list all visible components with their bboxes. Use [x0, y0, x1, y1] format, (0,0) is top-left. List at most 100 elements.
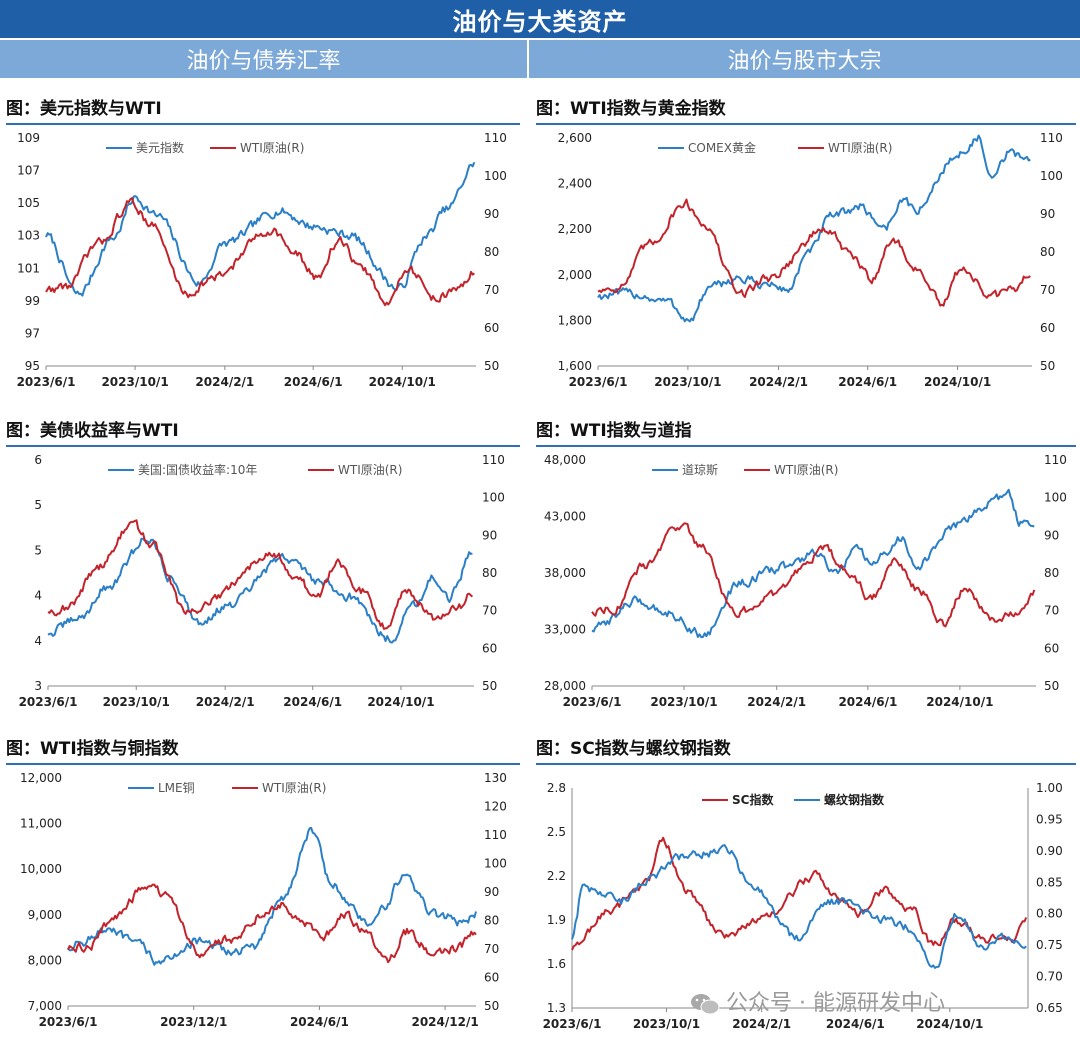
y2-tick-label: 50: [1044, 679, 1059, 693]
chart-usd: 95 97 99 101 103 105 107 109 50 60 70 80 90 100 110 202…: [17, 131, 507, 389]
chart-dow: 28,000 33,000 38,000 43,000 48,000 50 60 70 80 90…: [544, 453, 1067, 709]
y2-tick-label: 100: [484, 857, 507, 871]
chart-gold: 1,600 1,800 2,000 2,200 2,400 2,600 50 60 70 80 90…: [558, 131, 1063, 389]
chart-panel-copper: 图：WTI指数与铜指数 7,000 8,000 9,000 10,000 11,000 1…: [6, 736, 520, 1042]
series-line: [67, 826, 477, 966]
divider: [536, 445, 1076, 447]
y2-tick-label: 0.95: [1036, 812, 1063, 826]
x-tick-label: 2024/6/1: [838, 375, 897, 389]
y2-tick-label: 100: [482, 491, 505, 505]
x-tick-label: 2023/10/1: [654, 375, 721, 389]
divider: [6, 445, 520, 447]
divider: [6, 123, 520, 125]
y2-tick-label: 60: [484, 971, 499, 985]
y2-tick-label: 110: [1040, 131, 1063, 145]
legend-label: 美元指数: [136, 140, 184, 155]
series-line: [597, 198, 1031, 307]
y2-tick-label: 50: [484, 359, 499, 373]
watermark-text: 公众号 · 能源研发中心: [726, 991, 945, 1016]
y2-tick-label: 0.90: [1036, 844, 1063, 858]
y2-tick-label: 80: [482, 566, 497, 580]
y-tick-label: 103: [17, 229, 40, 243]
divider: [536, 763, 1076, 765]
y2-tick-label: 0.65: [1036, 1001, 1063, 1015]
chart-title: 图：SC指数与螺纹钢指数: [536, 739, 731, 759]
series-line: [591, 488, 1035, 639]
x-tick-label: 2023/6/1: [543, 1017, 602, 1031]
chart-title: 图：WTI指数与铜指数: [6, 739, 179, 759]
legend-label: WTI原油(R): [240, 141, 304, 155]
y2-tick-label: 60: [482, 641, 497, 655]
chart-copper: 7,000 8,000 9,000 10,000 11,000 12,000 50 60 70 8…: [20, 771, 507, 1029]
x-tick-label: 2023/10/1: [103, 695, 170, 709]
y-tick-label: 1.6: [547, 957, 566, 971]
series-line: [571, 836, 1028, 951]
y-tick-label: 1.3: [547, 1001, 566, 1015]
y-tick-label: 28,000: [544, 679, 586, 693]
y2-tick-label: 90: [482, 528, 497, 542]
legend-label: SC指数: [732, 792, 774, 807]
y2-tick-label: 100: [484, 169, 507, 183]
watermark: 公众号 · 能源研发中心: [690, 985, 945, 1017]
y-tick-label: 33,000: [544, 623, 586, 637]
x-tick-label: 2024/2/1: [749, 375, 808, 389]
x-tick-label: 2023/6/1: [569, 375, 628, 389]
x-tick-label: 2024/6/1: [284, 375, 343, 389]
y-tick-label: 48,000: [544, 453, 586, 467]
series-line: [47, 519, 474, 630]
y-tick-label: 9,000: [28, 908, 62, 922]
y2-tick-label: 50: [482, 679, 497, 693]
x-tick-label: 2024/6/1: [283, 695, 342, 709]
x-tick-label: 2023/12/1: [160, 1015, 227, 1029]
y-tick-label: 97: [25, 326, 40, 340]
series-line: [47, 537, 473, 644]
y-tick-label: 11,000: [20, 817, 62, 831]
y2-tick-label: 80: [484, 245, 499, 259]
legend-label: 道琼斯: [682, 462, 718, 477]
y-tick-label: 38,000: [544, 566, 586, 580]
x-tick-label: 2023/10/1: [101, 375, 168, 389]
legend-label: 美国:国债收益率:10年: [138, 462, 257, 477]
legend-label: LME铜: [158, 780, 195, 795]
y-tick-label: 4: [34, 589, 42, 603]
x-tick-label: 2023/10/1: [650, 695, 717, 709]
x-tick-label: 2023/6/1: [39, 1015, 98, 1029]
x-tick-label: 2024/2/1: [196, 695, 255, 709]
y2-tick-label: 90: [484, 885, 499, 899]
x-tick-label: 2024/6/1: [290, 1015, 349, 1029]
chart-title: 图：WTI指数与黄金指数: [536, 99, 726, 119]
x-tick-label: 2024/2/1: [732, 1017, 791, 1031]
x-tick-label: 2023/6/1: [19, 695, 78, 709]
y2-tick-label: 60: [484, 321, 499, 335]
y2-tick-label: 70: [1040, 283, 1055, 297]
y2-tick-label: 70: [484, 942, 499, 956]
series-line: [45, 197, 475, 307]
y2-tick-label: 70: [482, 604, 497, 618]
y2-tick-label: 90: [484, 207, 499, 221]
y-tick-label: 43,000: [544, 510, 586, 524]
x-tick-label: 2023/6/1: [17, 375, 76, 389]
y2-tick-label: 50: [484, 999, 499, 1013]
x-tick-label: 2023/6/1: [563, 695, 622, 709]
chart-rebar: 1.3 1.6 1.9 2.2 2.5 2.8 0.65 0.70 0.75 0.80 0.85 0.…: [543, 781, 1063, 1031]
series-line: [67, 883, 477, 964]
section-header-bonds-fx: 油价与债券汇率: [0, 40, 527, 78]
y2-tick-label: 80: [1044, 566, 1059, 580]
y-tick-label: 6: [34, 453, 42, 467]
y2-tick-label: 100: [1040, 169, 1063, 183]
x-tick-label: 2023/10/1: [633, 1017, 700, 1031]
legend-label: WTI原油(R): [774, 463, 838, 477]
chart-panel-usd: 图：美元指数与WTI 95 97 99 101 103 105 107 109 50 60 70 80…: [6, 96, 520, 396]
y-tick-label: 95: [25, 359, 40, 373]
y-tick-label: 109: [17, 131, 40, 145]
y-tick-label: 3: [34, 679, 42, 693]
legend-label: 螺纹钢指数: [824, 792, 885, 807]
y2-tick-label: 70: [484, 283, 499, 297]
y2-tick-label: 80: [1040, 245, 1055, 259]
series-line: [45, 161, 476, 297]
y-tick-label: 2,600: [558, 131, 592, 145]
y2-tick-label: 110: [484, 131, 507, 145]
y2-tick-label: 80: [484, 914, 499, 928]
chart-panel-rebar: 图：SC指数与螺纹钢指数 1.3 1.6 1.9 2.2 2.5 2.8 0.65 0.70 0…: [536, 736, 1076, 1042]
legend-label: WTI原油(R): [338, 463, 402, 477]
